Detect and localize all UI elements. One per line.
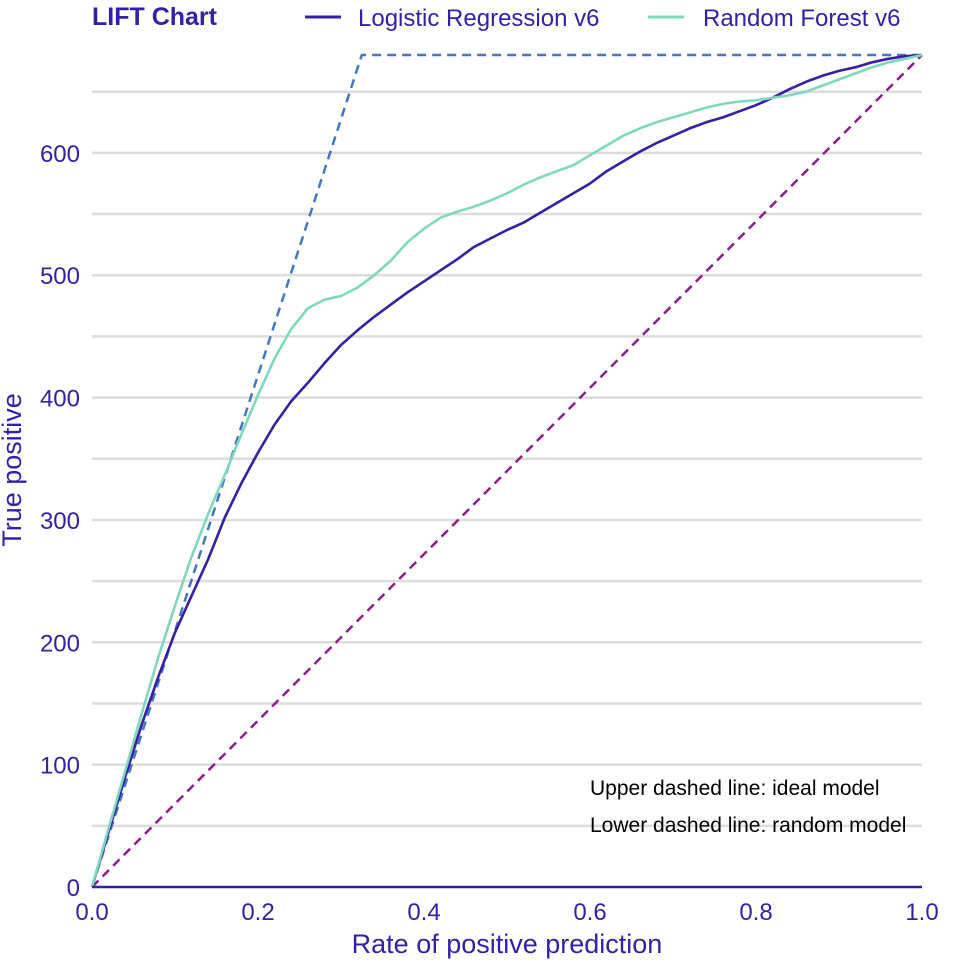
legend-label-logistic-regression: Logistic Regression v6 [358,5,599,32]
reference-lines [90,53,923,888]
x-tick-label-0.2: 0.2 [241,899,274,926]
y-tick-label-300: 300 [40,508,80,535]
y-tick-label-0: 0 [67,875,80,902]
x-axis-title: Rate of positive prediction [352,929,663,959]
y-tick-label-400: 400 [40,386,80,413]
legend: Logistic Regression v6 Random Forest v6 [305,5,900,32]
x-tick-label-1.0: 1.0 [905,899,938,926]
grid-layer [92,90,922,828]
x-tick-label-0.8: 0.8 [739,899,772,926]
x-tick-label-0.0: 0.0 [75,899,108,926]
annotation-ideal-model: Upper dashed line: ideal model [590,777,880,800]
annotation-group: Upper dashed line: ideal model Lower das… [590,777,906,837]
x-tick-label-0.6: 0.6 [573,899,606,926]
y-tick-label-500: 500 [40,263,80,290]
series-line-random-forest-v6 [90,53,923,888]
y-axis-title: True positive [0,393,27,547]
y-tick-label-100: 100 [40,753,80,780]
reference-line-ideal-model [90,53,922,888]
series-line-logistic-regression-v6 [90,53,923,888]
legend-label-random-forest: Random Forest v6 [703,5,900,32]
x-tick-label-0.4: 0.4 [407,899,440,926]
y-tick-labels: 0 100 200 300 400 500 600 [40,141,80,902]
y-tick-label-200: 200 [40,630,80,657]
series-lines [90,53,923,888]
reference-line-random-model [91,54,923,888]
x-tick-labels: 0.0 0.2 0.4 0.6 0.8 1.0 [75,899,938,926]
y-tick-label-600: 600 [40,141,80,168]
annotation-random-model: Lower dashed line: random model [590,814,906,837]
chart-title: LIFT Chart [92,3,218,31]
